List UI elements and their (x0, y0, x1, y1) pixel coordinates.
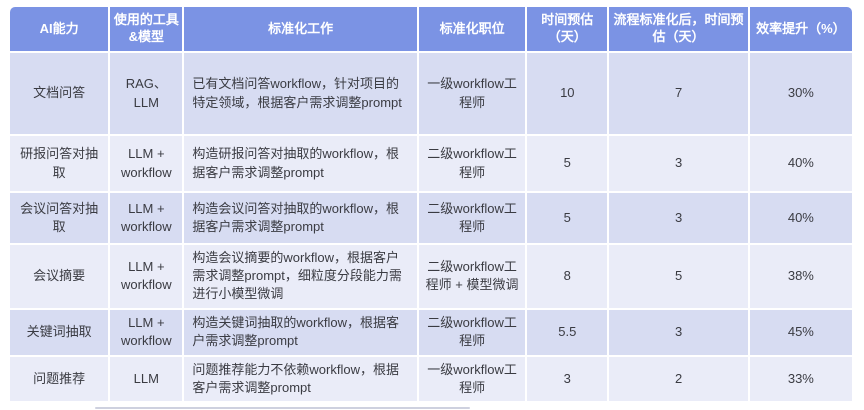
cell-capability: 文档问答 (10, 53, 109, 134)
cell-tools: RAG、LLM (110, 53, 183, 134)
table-row: 研报问答对抽取 LLM + workflow 构造研报问答对抽取的workflow，… (10, 136, 852, 191)
cell-time_after: 3 (609, 309, 748, 355)
cell-time_after: 7 (609, 53, 748, 134)
column-header: 标准化职位 (418, 7, 526, 51)
cell-work: 问题推荐能力不依赖workflow，根据客户需求调整prompt (184, 356, 417, 401)
cell-work: 构造会议问答对抽取的workflow，根据客户需求调整prompt (184, 193, 417, 243)
cell-time_before: 8 (527, 245, 608, 308)
cell-position: 一级workflow工程师 (418, 53, 526, 134)
cell-time_before: 5 (527, 193, 608, 243)
cell-efficiency: 33% (749, 356, 852, 401)
cell-work: 已有文档问答workflow，针对项目的特定领域，根据客户需求调整prompt (184, 53, 417, 134)
cell-position: 一级workflow工程师 (418, 356, 526, 401)
cell-time_before: 5 (527, 136, 608, 191)
cell-efficiency: 40% (749, 193, 852, 243)
table-row: 问题推荐 LLM 问题推荐能力不依赖workflow，根据客户需求调整prompt 一… (10, 356, 852, 401)
ai-capability-table: AI能力 使用的工具&模型 标准化工作 标准化职位 时间预估（天） 流程标准化后，时间预估… (8, 5, 854, 403)
cell-work: 构造会议摘要的workflow，根据客户需求调整prompt，细粒度分段能力需进… (184, 245, 417, 308)
cell-position: 二级workflow工程师 (418, 309, 526, 355)
column-header: 效率提升（%） (749, 7, 852, 51)
cell-tools: LLM + workflow (110, 136, 183, 191)
cell-capability: 会议摘要 (10, 245, 109, 308)
cell-time_after: 3 (609, 136, 748, 191)
cell-time_before: 3 (527, 356, 608, 401)
cell-tools: LLM + workflow (110, 309, 183, 355)
cell-efficiency: 40% (749, 136, 852, 191)
cell-efficiency: 45% (749, 309, 852, 355)
cell-efficiency: 30% (749, 53, 852, 134)
column-header: AI能力 (10, 7, 109, 51)
cell-capability: 会议问答对抽取 (10, 193, 109, 243)
cell-time_after: 5 (609, 245, 748, 308)
cell-capability: 问题推荐 (10, 356, 109, 401)
header-row: AI能力 使用的工具&模型 标准化工作 标准化职位 时间预估（天） 流程标准化后，时间预估… (10, 7, 852, 51)
table-row: 关键词抽取 LLM + workflow 构造关键词抽取的workflow，根据客户… (10, 309, 852, 355)
cell-tools: LLM + workflow (110, 193, 183, 243)
cell-tools: LLM (110, 356, 183, 401)
cell-position: 二级workflow工程师 (418, 193, 526, 243)
bottom-shadow-line (95, 407, 470, 409)
cell-tools: LLM + workflow (110, 245, 183, 308)
cell-time_before: 10 (527, 53, 608, 134)
column-header: 时间预估（天） (527, 7, 608, 51)
cell-work: 构造关键词抽取的workflow，根据客户需求调整prompt (184, 309, 417, 355)
cell-capability: 关键词抽取 (10, 309, 109, 355)
table-row: 文档问答 RAG、LLM 已有文档问答workflow，针对项目的特定领域，根据客户… (10, 53, 852, 134)
cell-time_after: 3 (609, 193, 748, 243)
column-header: 流程标准化后，时间预估（天） (609, 7, 748, 51)
table-row: 会议问答对抽取 LLM + workflow 构造会议问答对抽取的workflow，… (10, 193, 852, 243)
cell-time_before: 5.5 (527, 309, 608, 355)
cell-time_after: 2 (609, 356, 748, 401)
cell-position: 二级workflow工程师 (418, 136, 526, 191)
column-header: 使用的工具&模型 (110, 7, 183, 51)
table-row: 会议摘要 LLM + workflow 构造会议摘要的workflow，根据客户需求… (10, 245, 852, 308)
cell-capability: 研报问答对抽取 (10, 136, 109, 191)
table-body: 文档问答 RAG、LLM 已有文档问答workflow，针对项目的特定领域，根据客户… (10, 53, 852, 401)
cell-efficiency: 38% (749, 245, 852, 308)
cell-work: 构造研报问答对抽取的workflow，根据客户需求调整prompt (184, 136, 417, 191)
column-header: 标准化工作 (184, 7, 417, 51)
cell-position: 二级workflow工程师 + 模型微调 (418, 245, 526, 308)
